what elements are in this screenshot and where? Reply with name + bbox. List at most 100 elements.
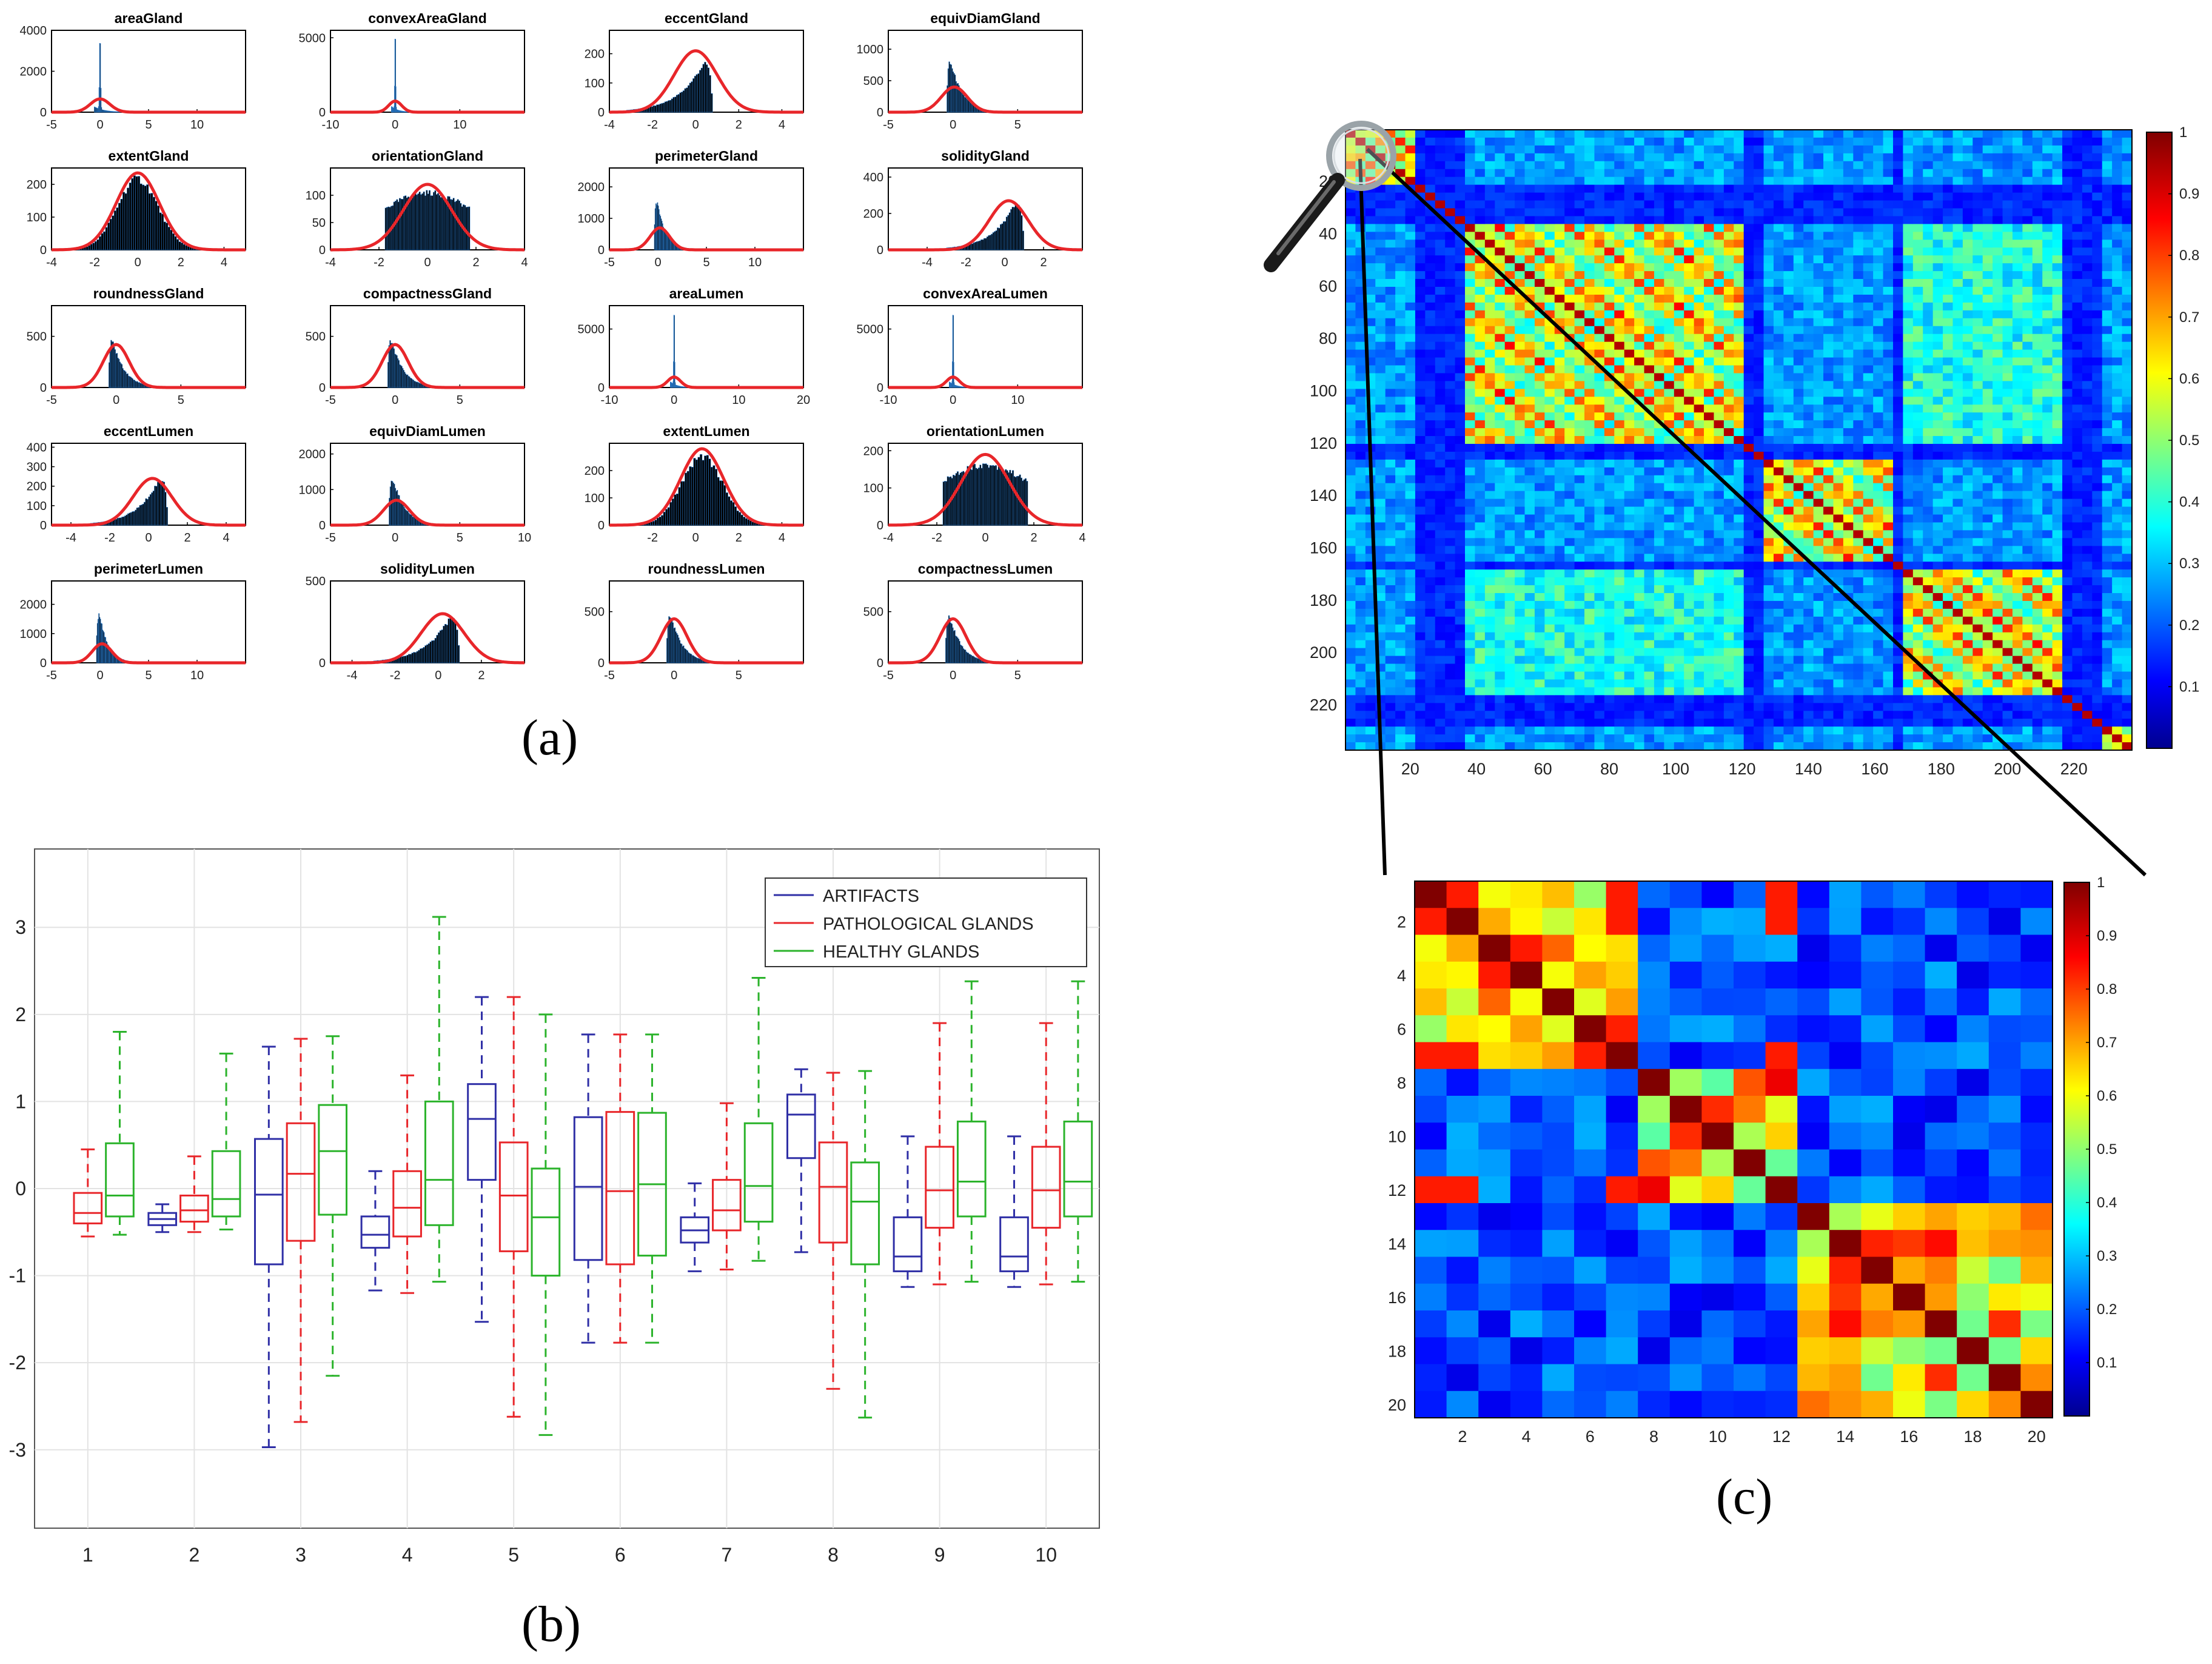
heatmap-cell	[1365, 711, 1376, 719]
heatmap-cell	[1654, 703, 1664, 711]
histogram-bar	[172, 233, 175, 250]
heatmap-cell	[1435, 624, 1446, 633]
heatmap-cell	[1484, 397, 1495, 405]
heatmap-cell	[1405, 443, 1416, 452]
heatmap-cell	[1524, 491, 1535, 500]
heatmap-cell	[1624, 522, 1635, 531]
heatmap-cell	[1594, 302, 1605, 311]
heatmap-cell	[1684, 184, 1695, 193]
heatmap-cell	[1355, 381, 1366, 389]
heatmap-cell	[1704, 585, 1715, 594]
histogram-bar	[953, 474, 954, 526]
heatmap-cell	[1694, 742, 1704, 751]
heatmap-cell	[1375, 562, 1386, 570]
heatmap-cell	[1534, 719, 1545, 727]
heatmap-cell	[1714, 703, 1724, 711]
histogram-bar	[693, 458, 696, 526]
heatmap-cell	[1684, 373, 1695, 381]
heatmap-cell	[1634, 711, 1645, 719]
heatmap-cell	[1614, 538, 1625, 546]
heatmap-cell	[1455, 153, 1466, 162]
histogram-bar	[400, 656, 402, 663]
heatmap-cell	[1445, 475, 1456, 484]
heatmap-cell	[1723, 176, 1734, 186]
heatmap-cell	[1425, 153, 1436, 162]
heatmap-cell	[1544, 562, 1555, 570]
heatmap-cell	[1455, 616, 1466, 625]
histogram-y-tick-label: 0	[877, 519, 883, 532]
heatmap-cell	[1644, 436, 1655, 445]
histogram-x-tick-label: -2	[647, 531, 658, 545]
heatmap-cell	[1584, 271, 1595, 280]
heatmap-cell	[1534, 240, 1545, 248]
heatmap-cell	[1664, 263, 1675, 272]
heatmap-cell	[1684, 137, 1695, 146]
heatmap-cell	[1544, 663, 1555, 673]
histogram-bar	[420, 194, 422, 250]
heatmap-cell	[1524, 538, 1535, 546]
heatmap-cell	[1365, 632, 1376, 641]
heatmap-cell	[1734, 153, 1744, 162]
histogram-bar	[995, 230, 997, 250]
heatmap-cell	[1664, 593, 1675, 602]
histogram-bar	[129, 183, 132, 250]
heatmap-cell	[1624, 491, 1635, 500]
heatmap-cell	[1574, 719, 1585, 727]
heatmap-cell	[1634, 436, 1645, 445]
heatmap-cell	[1415, 216, 1426, 224]
heatmap-cell	[1584, 192, 1595, 201]
histogram-x-tick-label: 0	[424, 256, 431, 269]
heatmap-cell	[1375, 334, 1386, 343]
box-body	[360, 1215, 390, 1249]
heatmap-cell	[1584, 397, 1595, 405]
heatmap-cell	[1624, 616, 1635, 625]
heatmap-cell	[1515, 616, 1526, 625]
heatmap-cell	[1504, 334, 1515, 343]
histogram-x-tick-label: 2	[178, 256, 184, 269]
heatmap-cell	[1484, 569, 1495, 578]
heatmap-cell	[1495, 389, 1506, 397]
heatmap-cell	[1704, 130, 1715, 138]
heatmap-cell	[1395, 240, 1406, 248]
histogram-bar	[157, 481, 159, 526]
heatmap-cell	[1395, 475, 1406, 484]
heatmap-cell	[1684, 498, 1695, 508]
heatmap-cell	[1504, 153, 1515, 162]
heatmap-cell	[1734, 600, 1744, 609]
heatmap-cell	[1644, 522, 1655, 531]
heatmap-cell	[1534, 255, 1545, 264]
heatmap-cell	[1644, 318, 1655, 327]
heatmap-cell	[1425, 192, 1436, 201]
heatmap-cell	[1674, 263, 1684, 272]
heatmap-cell	[1495, 279, 1506, 287]
heatmap-cell	[1465, 436, 1476, 445]
heatmap-cell	[1624, 483, 1635, 492]
heatmap-cell	[1594, 200, 1605, 209]
heatmap-cell	[1455, 726, 1466, 735]
histogram-bar	[1013, 476, 1016, 526]
heatmap-cell	[1674, 538, 1684, 546]
heatmap-cell	[1654, 389, 1664, 397]
heatmap-cell	[1504, 184, 1515, 193]
histogram-bar	[456, 629, 458, 663]
heatmap-cell	[1544, 679, 1555, 688]
heatmap-cell	[1634, 538, 1645, 546]
heatmap-cell	[1445, 506, 1456, 515]
heatmap-cell	[1515, 216, 1526, 224]
histogram-bar	[685, 472, 688, 526]
heatmap-cell	[1405, 719, 1416, 727]
heatmap-cell	[1455, 624, 1466, 633]
histogram-bar	[1022, 230, 1024, 250]
heatmap-cell	[1664, 467, 1675, 476]
heatmap-cell	[1624, 459, 1635, 468]
histogram-x-tick-label: -10	[880, 394, 897, 407]
heatmap-cell	[1504, 600, 1515, 609]
heatmap-cell	[1515, 153, 1526, 162]
heatmap-cell	[1435, 459, 1446, 468]
heatmap-cell	[1534, 648, 1545, 657]
heatmap-cell	[1644, 247, 1655, 256]
heatmap-cell	[1465, 703, 1476, 711]
heatmap-cell	[1584, 216, 1595, 224]
histogram-bar	[984, 463, 986, 526]
